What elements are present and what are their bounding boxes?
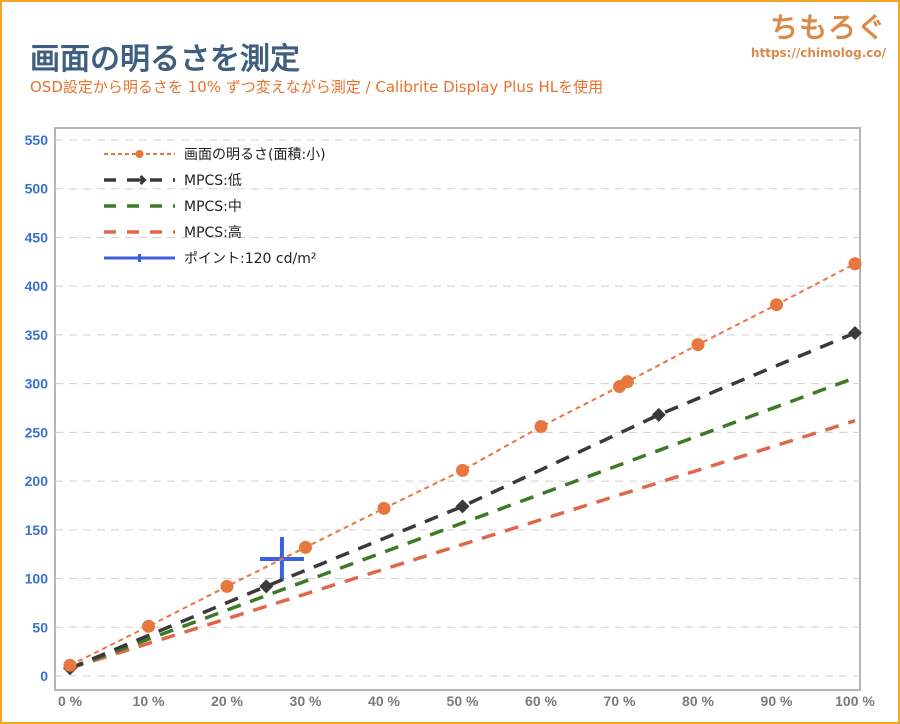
y-tick-label: 200 <box>25 473 49 489</box>
data-point <box>534 420 548 434</box>
y-tick-label: 500 <box>25 181 49 197</box>
x-tick-label: 20 % <box>211 693 243 709</box>
y-tick-label: 300 <box>25 376 49 392</box>
data-point <box>220 579 234 593</box>
data-point <box>142 619 155 633</box>
data-point <box>259 579 274 594</box>
legend-marker <box>135 150 144 158</box>
y-tick-label: 550 <box>25 132 49 148</box>
y-tick-label: 150 <box>25 522 49 538</box>
logo-url: https://chimolog.co/ <box>750 46 886 60</box>
x-tick-label: 40 % <box>368 693 400 709</box>
logo-text: ちもろぐ <box>769 11 886 44</box>
data-point <box>620 375 634 389</box>
data-point <box>299 540 312 554</box>
y-tick-label: 0 <box>40 668 48 684</box>
data-point <box>377 501 391 515</box>
legend-marker <box>134 174 147 186</box>
data-point <box>456 463 469 477</box>
x-tick-label: 10 % <box>133 693 165 709</box>
y-tick-label: 350 <box>25 327 49 343</box>
x-tick-label: 80 % <box>682 693 714 709</box>
data-point <box>651 407 666 422</box>
y-tick-label: 50 <box>32 619 48 635</box>
x-tick-label: 70 % <box>604 693 636 709</box>
y-tick-label: 400 <box>25 278 49 294</box>
y-tick-label: 100 <box>25 571 49 587</box>
legend-label: 画面の明るさ(面積:小) <box>184 147 326 163</box>
series-2-line <box>69 376 856 670</box>
data-point <box>848 257 862 271</box>
data-point <box>455 499 470 514</box>
legend-label: MPCS:中 <box>184 199 242 215</box>
x-tick-label: 90 % <box>761 693 793 709</box>
legend-label: MPCS:高 <box>184 224 242 241</box>
page-title: 画面の明るさを測定 <box>30 42 300 77</box>
data-point <box>691 338 705 352</box>
series-3-line <box>69 419 856 670</box>
legend-label: ポイント:120 cd/m² <box>184 251 316 267</box>
x-tick-label: 50 % <box>447 693 479 709</box>
page-subtitle: OSD設定から明るさを 10% ずつ変えながら測定 / Calibrite Di… <box>30 78 604 96</box>
x-tick-label: 100 % <box>835 693 875 709</box>
data-point <box>63 658 77 672</box>
plot-area <box>54 127 861 691</box>
y-tick-label: 250 <box>25 424 49 440</box>
x-tick-label: 60 % <box>525 693 557 709</box>
y-tick-label: 450 <box>25 229 49 245</box>
site-logo: ちもろぐ https://chimolog.co/ <box>751 6 886 60</box>
x-tick-label: 30 % <box>290 693 322 709</box>
data-point <box>848 325 862 340</box>
x-tick-label: 0 % <box>58 693 83 709</box>
data-point <box>770 298 783 312</box>
legend-label: MPCS:低 <box>184 173 242 189</box>
